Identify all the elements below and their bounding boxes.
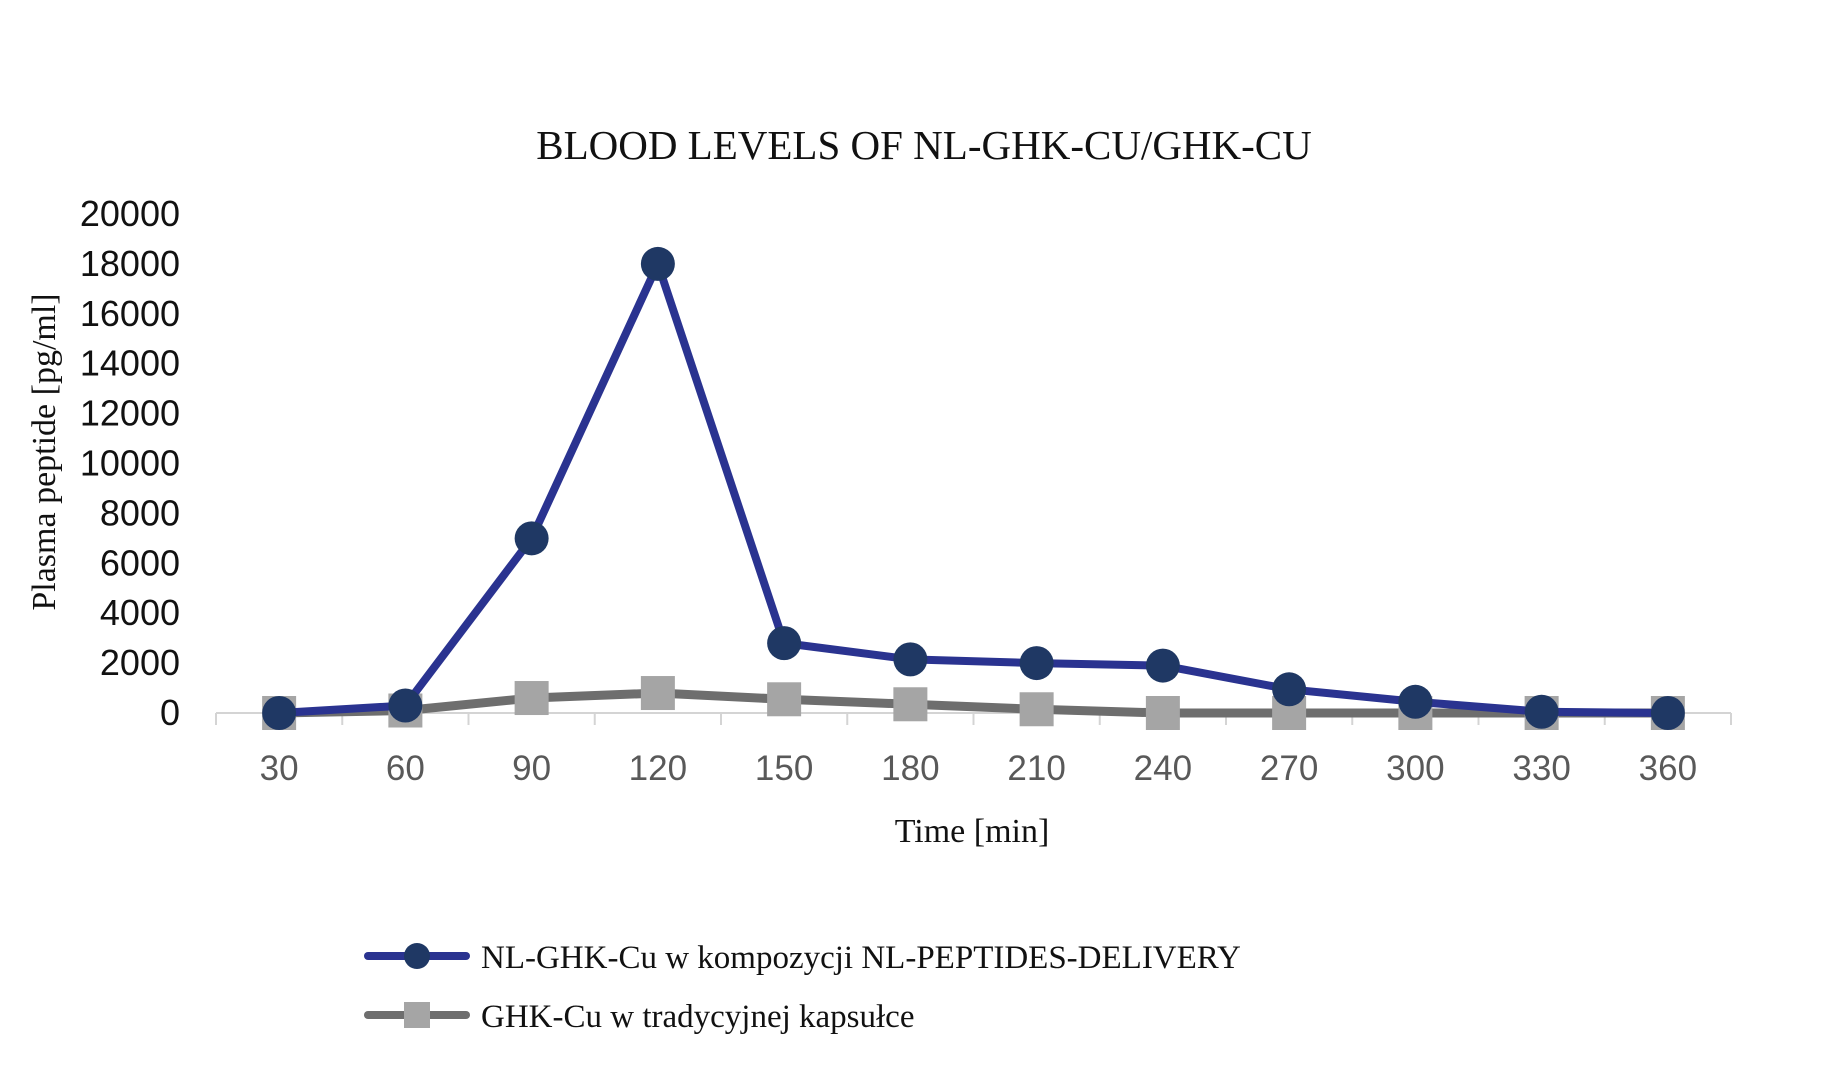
data-point: [388, 688, 423, 723]
x-axis-label: Time [min]: [895, 813, 1050, 850]
y-tick-label: 20000: [80, 193, 180, 234]
series-line: [274, 688, 1673, 718]
legend-swatch-marker: [404, 943, 430, 969]
x-axis-tick-labels: 30 60 90 120 150 180 210 240 270 300 330 360: [260, 749, 1697, 788]
x-tick-label: 120: [629, 749, 687, 788]
x-tick-label: 240: [1134, 749, 1192, 788]
x-tick-label: 60: [386, 749, 425, 788]
series-1: [262, 246, 1685, 730]
data-point: [1019, 646, 1054, 681]
y-axis-ticks: 0 2000 4000 6000 8000 10000 12000 14000 16000 180…: [80, 193, 180, 733]
y-tick-label: 18000: [80, 243, 180, 284]
legend-item: GHK-Cu w tradycyjnej kapsułce: [364, 999, 914, 1035]
data-point: [1145, 696, 1180, 730]
y-tick-label: 14000: [80, 343, 180, 384]
data-point: [893, 687, 928, 722]
x-tick-label: 30: [260, 749, 299, 788]
legend-item: NL-GHK-Cu w kompozycji NL-PEPTIDES-DELIV…: [364, 940, 1241, 976]
legend-label: NL-GHK-Cu w kompozycji NL-PEPTIDES-DELIV…: [481, 940, 1241, 976]
chart-title: BLOOD LEVELS OF NL-GHK-CU/GHK-CU: [536, 122, 1312, 168]
data-point: [1650, 696, 1685, 730]
data-point: [262, 696, 297, 730]
data-point: [767, 682, 802, 717]
x-tick-label: 300: [1386, 749, 1444, 788]
x-tick-label: 180: [881, 749, 939, 788]
series-line: [275, 259, 1672, 717]
y-tick-label: 12000: [80, 393, 180, 434]
data-point: [514, 521, 549, 556]
x-tick-label: 330: [1512, 749, 1570, 788]
data-point: [1272, 672, 1307, 707]
y-tick-label: 10000: [80, 443, 180, 484]
legend: NL-GHK-Cu w kompozycji NL-PEPTIDES-DELIV…: [364, 940, 1241, 1035]
data-point: [640, 246, 675, 281]
x-tick-label: 360: [1639, 749, 1697, 788]
y-tick-label: 8000: [100, 492, 180, 533]
y-tick-label: 4000: [100, 592, 180, 633]
x-tick-label: 150: [755, 749, 813, 788]
data-point: [640, 676, 675, 711]
x-tick-label: 210: [1007, 749, 1065, 788]
x-tick-label: 270: [1260, 749, 1318, 788]
data-point: [1019, 692, 1054, 727]
x-tick-label: 90: [512, 749, 551, 788]
y-tick-label: 2000: [100, 642, 180, 683]
y-axis-label: Plasma peptide [pg/ml]: [26, 293, 63, 610]
legend-label: GHK-Cu w tradycyjnej kapsułce: [481, 999, 914, 1035]
legend-swatch-marker: [404, 1002, 430, 1028]
y-tick-label: 16000: [80, 293, 180, 334]
data-point: [1524, 694, 1559, 729]
data-point: [767, 626, 802, 661]
y-tick-label: 0: [160, 692, 180, 733]
data-point: [893, 642, 928, 677]
y-tick-label: 6000: [100, 542, 180, 583]
data-point: [1398, 684, 1433, 719]
data-point: [1145, 648, 1180, 683]
plot-area: [262, 246, 1685, 730]
data-point: [514, 681, 549, 716]
